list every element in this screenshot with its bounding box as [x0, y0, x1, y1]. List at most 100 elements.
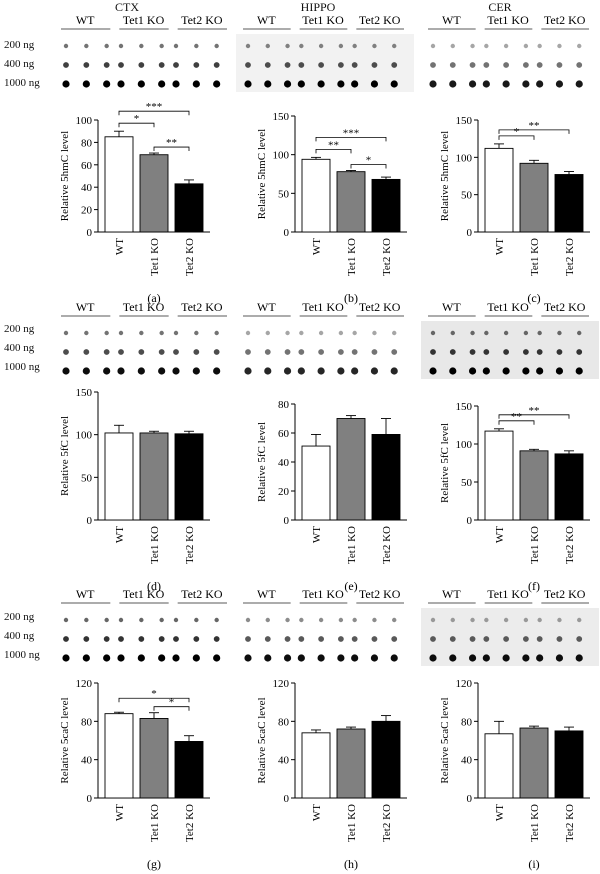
significance-label: ***: [146, 101, 163, 113]
y-axis-label: Relative 5caC level: [59, 697, 71, 783]
x-tick-label: WT: [494, 526, 506, 543]
x-tick-label: Tet2 KO: [381, 804, 393, 842]
y-axis-label: Relative 5hmC level: [59, 131, 71, 221]
significance-bracket: [153, 706, 190, 711]
significance-label: **: [529, 405, 540, 417]
y-tick-label: 0: [87, 793, 93, 805]
region-title-ctx: CTX: [115, 0, 139, 14]
bar: [484, 147, 514, 233]
x-tick-label: WT: [311, 238, 323, 255]
y-tick-label: 50: [81, 472, 93, 484]
bar: [336, 171, 366, 233]
bar: [336, 728, 366, 799]
y-tick-label: 0: [284, 793, 290, 805]
y-tick-label: 40: [81, 755, 93, 767]
x-tick-label: Tet1 KO: [346, 526, 358, 564]
y-axis-label: Relative 5hmC level: [439, 131, 451, 221]
dose-label-400: 400 ng: [4, 342, 35, 354]
bar: [104, 432, 134, 521]
y-tick-label: 0: [467, 793, 473, 805]
x-tick-label: Tet2 KO: [564, 526, 576, 564]
panel-label: (h): [344, 857, 358, 871]
significance-bracket: [498, 414, 570, 419]
chart-d: 0 50 100 150 Relative 5fC level WT Tet1 KO Tet2…: [59, 387, 210, 593]
significance-label: **: [328, 139, 339, 151]
chart-i: 0 40 80 120 Relative 5caC level WT Tet1 KO Tet2…: [439, 678, 590, 871]
panel-label: (f): [528, 579, 540, 593]
dose-label-200: 200 ng: [4, 39, 35, 51]
x-tick-label: WT: [114, 804, 126, 821]
y-tick-label: 150: [456, 401, 473, 413]
chart-c: 0 50 100 150 Relative 5hmC level WT Tet1 KO Tet…: [439, 115, 590, 305]
y-tick-label: 150: [456, 115, 473, 127]
y-tick-label: 80: [81, 716, 93, 728]
bar: [554, 174, 584, 233]
y-tick-label: 60: [278, 428, 290, 440]
panel-label: (e): [344, 579, 357, 593]
significance-bracket: [498, 135, 535, 140]
panel-label: (c): [527, 291, 540, 305]
bar: [301, 732, 331, 799]
chart-a: 0 20 40 60 80 100 Relative 5hmC level WT Tet1 KO…: [59, 101, 210, 305]
y-tick-label: 80: [81, 137, 93, 149]
y-axis-label: Relative 5caC level: [439, 697, 451, 783]
y-tick-label: 20: [81, 205, 93, 217]
x-tick-label: Tet1 KO: [149, 526, 161, 564]
significance-bracket: [498, 420, 535, 425]
y-tick-label: 0: [467, 227, 473, 239]
y-tick-label: 80: [278, 716, 290, 728]
y-tick-label: 50: [278, 188, 290, 200]
x-tick-label: Tet1 KO: [149, 238, 161, 276]
bar: [301, 158, 331, 233]
chart-f: 0 50 100 150 Relative 5fC level WT Tet1 KO Tet2…: [439, 401, 590, 593]
x-tick-label: Tet1 KO: [346, 238, 358, 276]
chart-h: 0 40 80 120 Relative 5caC level WT Tet1 KO Tet2…: [256, 678, 407, 871]
y-tick-label: 0: [284, 515, 290, 527]
y-axis-label: Relative 5fC level: [439, 423, 451, 503]
x-tick-label: WT: [311, 804, 323, 821]
region-title-hippo: HIPPO: [300, 0, 336, 14]
y-tick-label: 50: [461, 477, 473, 489]
x-tick-label: Tet2 KO: [564, 238, 576, 276]
significance-label: *: [134, 113, 140, 125]
x-tick-label: WT: [114, 238, 126, 255]
panel-label: (g): [147, 857, 161, 871]
y-tick-label: 50: [461, 190, 473, 202]
significance-label: *: [366, 155, 372, 167]
significance-bracket: [350, 164, 387, 169]
x-tick-label: Tet2 KO: [564, 804, 576, 842]
bar: [484, 733, 514, 799]
bar: [371, 434, 401, 521]
y-tick-label: 0: [467, 515, 473, 527]
y-tick-label: 80: [461, 716, 473, 728]
y-tick-label: 40: [278, 755, 290, 767]
x-tick-label: WT: [494, 804, 506, 821]
x-tick-label: WT: [494, 238, 506, 255]
x-tick-label: Tet1 KO: [529, 804, 541, 842]
significance-bracket: [315, 148, 352, 154]
y-tick-label: 120: [76, 678, 93, 690]
y-axis-label: Relative 5caC level: [256, 697, 268, 783]
significance-bracket: [118, 697, 190, 703]
panel-label: (i): [528, 857, 539, 871]
bar: [554, 453, 584, 521]
bar: [174, 741, 204, 799]
dose-label-200: 200 ng: [4, 611, 35, 623]
y-tick-label: 80: [278, 399, 290, 411]
significance-bracket: [315, 136, 387, 142]
bar: [371, 178, 401, 233]
bar: [139, 432, 169, 521]
y-tick-label: 0: [87, 227, 93, 239]
y-tick-label: 100: [273, 150, 290, 162]
x-tick-label: Tet2 KO: [184, 238, 196, 276]
y-tick-label: 100: [76, 115, 93, 127]
significance-label: ***: [343, 127, 360, 139]
panel-label: (d): [147, 579, 161, 593]
significance-label: *: [169, 697, 175, 709]
chart-e: 0 20 40 60 80 Relative 5fC level WT Tet1 KO Tet2…: [256, 399, 407, 593]
dose-label-1000: 1000 ng: [4, 649, 40, 661]
dose-label-1000: 1000 ng: [4, 361, 40, 373]
y-axis-label: Relative 5hmC level: [256, 129, 268, 219]
x-tick-label: Tet2 KO: [381, 526, 393, 564]
